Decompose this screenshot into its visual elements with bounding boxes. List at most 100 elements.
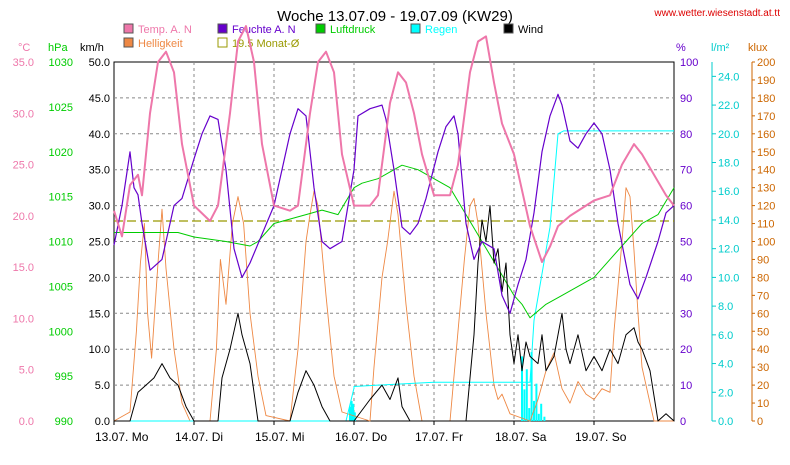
rain-axis-tick: 0.0	[718, 416, 733, 428]
light-axis-tick: 200	[757, 57, 775, 69]
rain-axis-tick: 12.0	[718, 244, 739, 256]
legend-swatch	[410, 23, 421, 34]
humidity-axis-tick: 90	[680, 93, 692, 105]
x-tick-label: 15.07. Mi	[255, 430, 304, 444]
rain-unit: l/m²	[711, 42, 730, 54]
temp-axis-tick: 35.0	[13, 57, 34, 69]
humidity-unit: %	[676, 42, 686, 54]
rain-bar	[535, 383, 538, 421]
light-axis-tick: 50	[757, 326, 769, 338]
legend: Temp. A. N Feuchte A. N Luftdruck Regen Wind…	[123, 23, 543, 50]
rain-bar	[349, 406, 351, 421]
x-axis-labels: 13.07. Mo 14.07. Di 15.07. Mi 16.07. Do 17.0…	[95, 421, 627, 444]
rain-bar	[352, 403, 355, 421]
light-axis-tick: 130	[757, 183, 775, 195]
humidity-axis-tick: 30	[680, 308, 692, 320]
light-axis-tick: 140	[757, 165, 775, 177]
wind-axis-tick: 30.0	[89, 201, 110, 213]
pressure-axis-tick: 990	[55, 416, 73, 428]
rain-bar	[528, 408, 531, 421]
legend-label: Regen	[425, 24, 457, 36]
temp-axis-tick: 15.0	[13, 262, 34, 274]
wind-axis-tick: 5.0	[95, 380, 110, 392]
legend-label: Helligkeit	[138, 38, 183, 50]
x-tick-label: 16.07. Do	[335, 430, 387, 444]
light-unit: klux	[748, 42, 768, 54]
pressure-unit: hPa	[48, 42, 68, 54]
pressure-axis-tick: 1025	[49, 102, 73, 114]
temp-unit: °C	[18, 42, 30, 54]
pressure-axis-tick: 1005	[49, 281, 73, 293]
humidity-axis-tick: 20	[680, 344, 692, 356]
x-tick-label: 18.07. Sa	[495, 430, 547, 444]
light-axis-tick: 10	[757, 398, 769, 410]
pressure-axis-tick: 1020	[49, 147, 73, 159]
light-axis-tick: 20	[757, 380, 769, 392]
wind-axis-tick: 35.0	[89, 165, 110, 177]
light-axis-tick: 100	[757, 237, 775, 249]
humidity-axis-tick: 60	[680, 201, 692, 213]
light-axis-tick: 150	[757, 147, 775, 159]
chart-title: Woche 13.07.09 - 19.07.09 (KW29)	[277, 8, 513, 25]
pressure-axis-tick: 1030	[49, 57, 73, 69]
light-axis-tick: 120	[757, 201, 775, 213]
light-axis-tick: 190	[757, 75, 775, 87]
series-line-wind	[114, 205, 675, 422]
humidity-axis-tick: 10	[680, 380, 692, 392]
wind-axis-tick: 50.0	[89, 57, 110, 69]
rain-bar	[523, 389, 526, 421]
pressure-axis-tick: 1010	[49, 237, 73, 249]
humidity-axis-tick: 100	[680, 57, 698, 69]
rain-axis-tick: 16.0	[718, 186, 739, 198]
humidity-axis-tick: 40	[680, 272, 692, 284]
rain-axis-tick: 4.0	[718, 359, 733, 371]
light-axis-tick: 70	[757, 290, 769, 302]
x-tick-label: 13.07. Mo	[95, 430, 149, 444]
x-tick-label: 17.07. Fr	[415, 430, 463, 444]
wind-axis-tick: 20.0	[89, 272, 110, 284]
legend-label: Wind	[518, 24, 543, 36]
light-axis-tick: 30	[757, 362, 769, 374]
rain-bar	[525, 369, 528, 421]
legend-label: 19.5 Monat-Ø	[232, 38, 300, 50]
light-axis-tick: 40	[757, 344, 769, 356]
series-group	[113, 25, 675, 422]
legend-swatch	[217, 37, 228, 48]
rain-axis-tick: 20.0	[718, 129, 739, 141]
pressure-axis-tick: 995	[55, 371, 73, 383]
rain-bar	[540, 403, 543, 421]
rain-axis-tick: 22.0	[718, 100, 739, 112]
light-axis-tick: 110	[757, 219, 775, 231]
wind-axis-tick: 40.0	[89, 129, 110, 141]
rain-bar	[350, 400, 353, 421]
legend-swatch	[123, 37, 134, 48]
legend-swatch	[315, 23, 326, 34]
rain-axis-tick: 8.0	[718, 301, 733, 313]
legend-swatch	[217, 23, 228, 34]
series-line-temp-a-n	[113, 25, 675, 263]
wind-axis-tick: 45.0	[89, 93, 110, 105]
axes-group: 0.05.010.015.020.025.030.035.09909951000…	[13, 57, 776, 428]
grid	[114, 62, 674, 421]
rain-bar	[543, 416, 546, 421]
light-axis-tick: 80	[757, 272, 769, 284]
series-line-regen	[114, 130, 674, 422]
rain-axis-tick: 6.0	[718, 330, 733, 342]
humidity-axis-tick: 70	[680, 165, 692, 177]
rain-bar	[537, 413, 540, 421]
rain-bar	[530, 352, 533, 421]
temp-axis-tick: 25.0	[13, 160, 34, 172]
axis-units: °C hPa km/h% l/m² klux	[18, 42, 768, 54]
site-url: www.wetter.wiesenstadt.at.tt	[653, 8, 780, 19]
humidity-axis-tick: 50	[680, 237, 692, 249]
pressure-axis-tick: 1000	[49, 326, 73, 338]
rain-axis-tick: 2.0	[718, 387, 733, 399]
humidity-axis-tick: 80	[680, 129, 692, 141]
light-axis-tick: 180	[757, 93, 775, 105]
series-line-helligkeit	[113, 187, 674, 422]
wind-axis-tick: 15.0	[89, 308, 110, 320]
rain-axis-tick: 14.0	[718, 215, 739, 227]
series-line-feuchte-a-n	[113, 93, 675, 314]
